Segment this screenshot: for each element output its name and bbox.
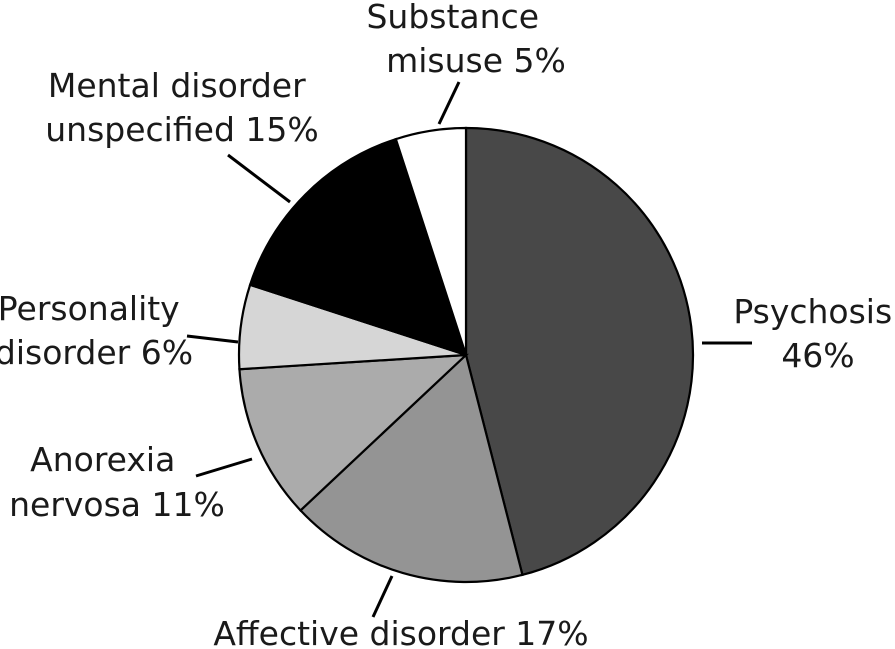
- leader-anorexia-nervosa: [195, 457, 253, 478]
- leader-personality-disorder: [186, 334, 239, 344]
- label-affective-disorder-line1: Affective disorder 17%: [213, 614, 588, 649]
- label-mental-disorder-unspecified: Mental disorder unspecified 15%: [45, 66, 318, 149]
- label-mental-disorder-unspecified-line1: Mental disorder: [48, 66, 306, 105]
- label-mental-disorder-unspecified-line2: unspecified 15%: [45, 110, 318, 149]
- label-personality-disorder-line2: disorder 6%: [0, 333, 193, 372]
- slice-anorexia-nervosa: [238, 353, 469, 512]
- label-psychosis-line1: Psychosis: [733, 292, 892, 331]
- label-psychosis-line2: 46%: [781, 336, 854, 375]
- label-anorexia-nervosa-line1: Anorexia: [30, 440, 175, 479]
- label-anorexia-nervosa-line2: nervosa 11%: [9, 485, 225, 524]
- slice-substance-misuse: [394, 126, 468, 356]
- leader-affective-disorder: [371, 575, 394, 618]
- leader-substance-misuse: [437, 81, 461, 125]
- pie-slices: [237, 126, 695, 584]
- label-anorexia-nervosa: Anorexia nervosa 11%: [9, 440, 225, 524]
- label-substance-misuse-line2: misuse 5%: [386, 41, 566, 80]
- label-personality-disorder-line1: Personality: [0, 289, 180, 328]
- label-psychosis: Psychosis 46%: [733, 292, 895, 375]
- label-affective-disorder: Affective disorder 17%: [213, 614, 588, 649]
- label-substance-misuse-line1: Substance: [366, 0, 539, 36]
- label-personality-disorder: Personality disorder 6%: [0, 289, 193, 372]
- slice-psychosis: [464, 126, 695, 577]
- leader-mental-disorder-unspecified: [227, 153, 291, 204]
- label-substance-misuse: Substance misuse 5%: [366, 0, 565, 80]
- slice-affective-disorder: [298, 352, 524, 584]
- slice-mental-disorder-unspecified: [248, 137, 468, 357]
